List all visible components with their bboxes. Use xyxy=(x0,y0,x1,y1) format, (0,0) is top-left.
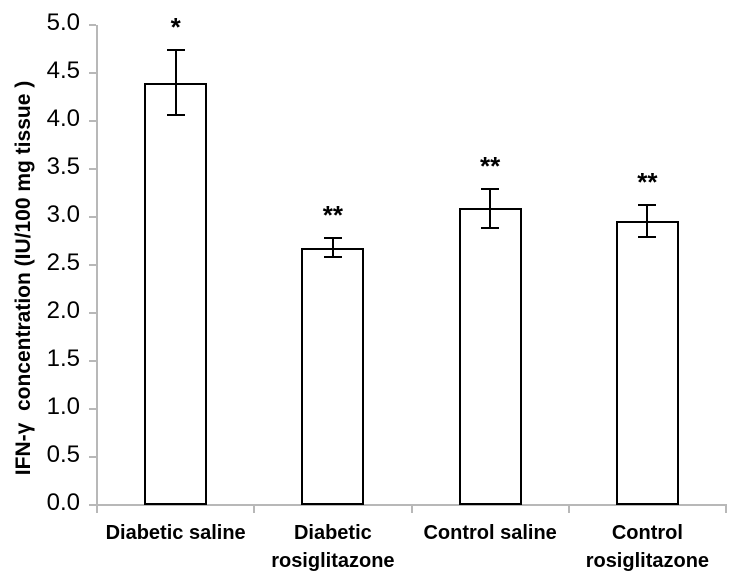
error-bar-cap-bottom xyxy=(638,236,657,239)
y-tick xyxy=(89,216,96,218)
y-axis-line xyxy=(96,25,98,512)
error-bar-cap-bottom xyxy=(481,226,500,229)
significance-marker: ** xyxy=(480,151,501,182)
category-label: Diabetic saline xyxy=(105,522,246,544)
category-label: Diabetic rosiglitazone xyxy=(271,522,395,572)
x-tick xyxy=(253,505,256,513)
y-tick xyxy=(89,264,96,266)
bar xyxy=(144,82,208,505)
y-tick xyxy=(89,120,96,122)
significance-marker: ** xyxy=(322,200,343,231)
y-tick xyxy=(89,504,96,506)
y-tick-label: 2.0 xyxy=(46,297,80,324)
y-tick-label: 4.5 xyxy=(46,57,80,84)
y-tick xyxy=(89,408,96,410)
y-tick xyxy=(89,72,96,74)
error-bar-line xyxy=(174,49,177,116)
error-bar-line xyxy=(646,204,649,238)
y-tick-label: 3.5 xyxy=(46,153,80,180)
y-tick-label: 1.5 xyxy=(46,345,80,372)
y-tick xyxy=(89,24,96,26)
error-bar-cap-top xyxy=(166,48,185,51)
error-bar-cap-top xyxy=(481,188,500,191)
error-bar-line xyxy=(331,238,334,258)
y-tick xyxy=(89,456,96,458)
x-tick xyxy=(410,505,413,513)
bar xyxy=(301,247,365,505)
category-label: Control saline xyxy=(423,522,557,544)
bar xyxy=(458,208,522,505)
error-bar-cap-bottom xyxy=(166,114,185,117)
y-tick-label: 0.0 xyxy=(46,489,80,516)
bar xyxy=(615,220,679,505)
category-label: Control rosiglitazone xyxy=(585,522,710,572)
error-bar-cap-top xyxy=(323,237,342,240)
y-tick-label: 0.5 xyxy=(46,441,80,468)
x-tick xyxy=(567,505,570,513)
x-tick xyxy=(96,505,98,513)
x-tick xyxy=(725,505,727,513)
significance-marker: ** xyxy=(637,166,658,197)
error-bar-cap-top xyxy=(638,203,657,206)
y-tick-label: 3.0 xyxy=(46,201,80,228)
error-bar-cap-bottom xyxy=(323,256,342,259)
y-tick xyxy=(89,312,96,314)
y-tick-label: 5.0 xyxy=(46,9,80,36)
y-tick-label: 1.0 xyxy=(46,393,80,420)
error-bar-line xyxy=(489,189,492,228)
y-tick xyxy=(89,360,96,362)
y-tick xyxy=(89,168,96,170)
y-tick-label: 2.5 xyxy=(46,249,80,276)
significance-marker: * xyxy=(170,11,181,42)
y-tick-label: 4.0 xyxy=(46,105,80,132)
